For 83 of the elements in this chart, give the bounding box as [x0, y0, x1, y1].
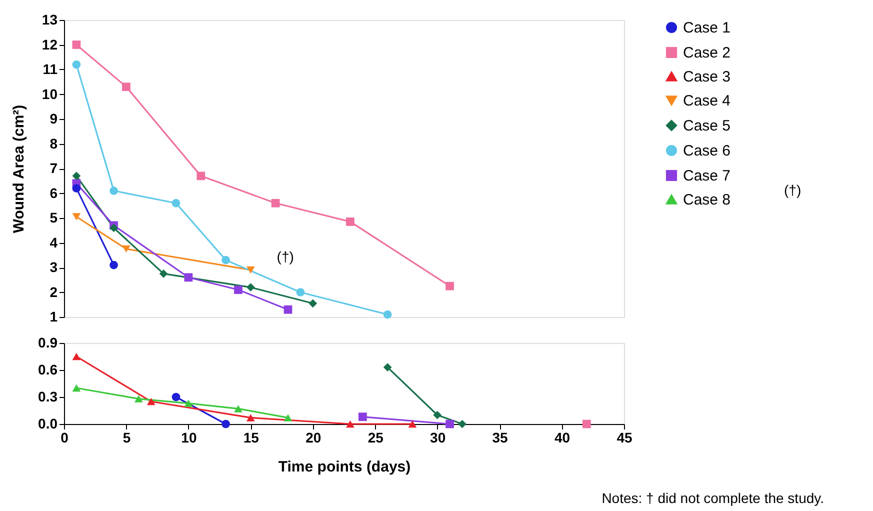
point — [122, 245, 130, 253]
y-tick-label: 0.6 — [38, 362, 58, 378]
point — [446, 420, 454, 428]
point — [234, 405, 242, 412]
y-tick-label: 5 — [50, 210, 58, 226]
annotation: (†) — [276, 248, 294, 265]
point — [408, 420, 417, 428]
point — [284, 414, 292, 422]
point — [184, 273, 193, 282]
y-tick-label: 0.0 — [38, 416, 58, 432]
point — [308, 299, 318, 308]
y-tick-label: 7 — [50, 160, 58, 176]
x-tick-label: 40 — [554, 430, 570, 446]
point — [346, 218, 354, 226]
y-tick-label: 0.3 — [38, 388, 58, 404]
x-tick-label: 45 — [616, 430, 632, 446]
point — [184, 400, 193, 407]
point — [134, 395, 143, 402]
point — [172, 198, 180, 208]
point — [222, 256, 230, 264]
point — [433, 410, 442, 420]
point — [159, 270, 168, 278]
point — [196, 172, 206, 180]
point — [246, 283, 255, 292]
point — [458, 420, 466, 428]
point — [72, 384, 81, 392]
x-tick-label: 10 — [181, 430, 197, 446]
point — [72, 352, 81, 360]
x-tick-label: 25 — [368, 430, 384, 446]
legend-label: Case 7 — [683, 168, 731, 184]
point — [271, 198, 280, 208]
legend-label: Case 2 — [683, 44, 731, 62]
legend-label: Case 4 — [683, 92, 731, 110]
point — [122, 82, 130, 92]
point — [72, 60, 81, 69]
y-tick-label: 2 — [50, 284, 58, 300]
y-tick-label: 3 — [50, 259, 58, 275]
point — [72, 40, 81, 49]
y-tick-label: 9 — [50, 110, 58, 126]
y-tick-label: 0.9 — [38, 334, 58, 350]
point — [296, 288, 305, 296]
point — [246, 266, 255, 274]
x-tick-label: 30 — [430, 430, 446, 446]
x-tick-label: 0 — [60, 430, 69, 446]
y-tick-label: 12 — [42, 36, 58, 52]
point — [110, 186, 118, 195]
point — [383, 310, 392, 319]
x-axis-title: Time points (days) — [278, 458, 411, 476]
y-tick-label: 10 — [42, 86, 58, 102]
legend-label: Case 5 — [683, 118, 731, 134]
y-tick-label: 8 — [50, 135, 58, 152]
y-tick-label: 11 — [42, 61, 58, 77]
text: Notes: † did not complete the study. — [602, 490, 824, 506]
y-tick-label: 1 — [50, 308, 58, 324]
point — [110, 224, 118, 232]
point — [246, 414, 255, 422]
point — [582, 420, 591, 428]
y-tick-label: 6 — [50, 184, 58, 201]
point — [383, 363, 392, 372]
x-tick-label: 5 — [122, 430, 131, 446]
y-tick-label: 4 — [50, 234, 58, 250]
point — [284, 305, 292, 314]
legend-label: Case 8 — [683, 192, 731, 208]
point — [172, 392, 180, 402]
text: (†) — [784, 182, 802, 198]
point — [222, 420, 230, 428]
x-tick-label: 15 — [243, 430, 260, 446]
point — [110, 260, 118, 270]
y-tick-label: 13 — [42, 12, 58, 28]
legend-label: Case 3 — [683, 68, 731, 86]
point — [358, 412, 367, 421]
x-tick-label: 20 — [306, 430, 322, 446]
point — [346, 420, 354, 428]
point — [234, 286, 242, 294]
point — [72, 213, 81, 220]
x-tick-label: 35 — [492, 430, 508, 446]
y-axis-title: Wound Area (cm²) — [10, 104, 28, 234]
point — [146, 398, 156, 406]
legend-label: Case 6 — [683, 142, 731, 160]
legend-label: Case 1 — [683, 20, 731, 36]
point — [72, 184, 81, 192]
point — [446, 282, 454, 290]
point — [72, 172, 81, 180]
